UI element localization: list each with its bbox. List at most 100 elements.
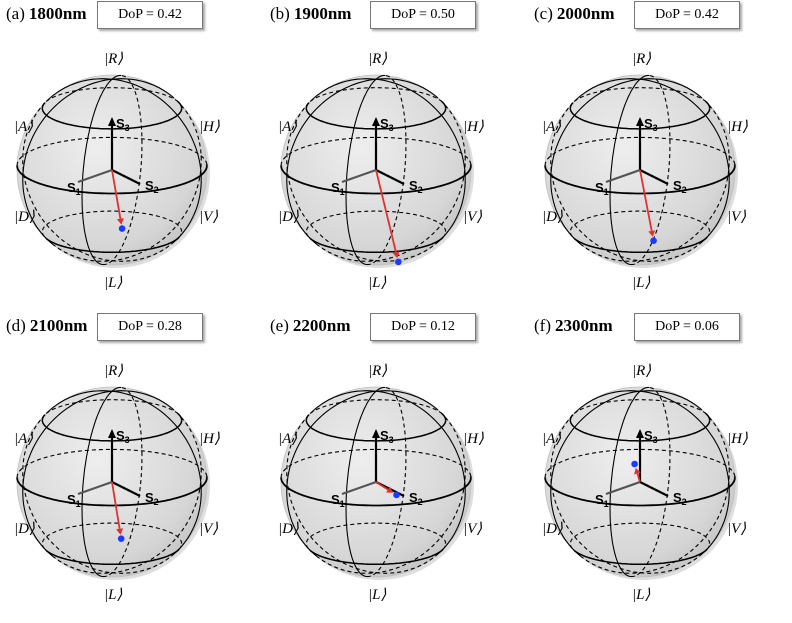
latitude-circle <box>41 210 183 239</box>
stokes-vector <box>375 169 397 253</box>
polarization-point <box>118 225 126 232</box>
sphere-grid-lines <box>16 386 208 578</box>
s2-label-subscript: 2 <box>154 497 159 507</box>
latitude-circle <box>305 102 447 130</box>
latitude-circle <box>705 101 711 109</box>
sphere-grid-lines <box>544 386 736 578</box>
s1-axis <box>341 480 377 496</box>
state-label-L: |L⟩ <box>104 275 122 291</box>
meridian-circle <box>102 143 143 266</box>
latitude-circle <box>309 236 444 254</box>
meridian-circle <box>630 143 671 266</box>
latitude-circle <box>41 102 183 130</box>
panel-1800nm: (a) 1800nm DoP = 0.42 S3 S2 S1 |R⟩ |L⟩ |H⟩ |V⟩ |A⟩… <box>0 0 264 311</box>
wavelength-label: 2100nm <box>29 316 88 335</box>
latitude-circle <box>308 87 443 104</box>
meridian-circle <box>435 95 466 161</box>
state-label-V: |V⟩ <box>463 209 482 225</box>
meridian-circle <box>437 491 466 555</box>
s1-axis <box>77 168 113 184</box>
panel-title: (e) 2200nm <box>270 316 351 336</box>
panel-letter: (f) <box>534 316 551 335</box>
s3-arrowhead <box>108 117 116 126</box>
latitude-circle <box>544 165 736 195</box>
meridian-circle <box>81 386 122 578</box>
latitude-circle <box>44 87 179 104</box>
s3-label-subscript: 3 <box>389 435 394 445</box>
meridian-circle <box>171 95 202 161</box>
meridian-circle <box>345 74 386 266</box>
meridian-circle <box>345 386 386 578</box>
state-label-A: |A⟩ <box>14 431 33 447</box>
meridian-circle <box>630 455 671 578</box>
latitude-circle <box>16 165 208 195</box>
s1-axis <box>605 480 641 496</box>
panel-letter: (c) <box>534 4 553 23</box>
dop-box: DoP = 0.06 <box>634 313 740 341</box>
state-label-D: |D⟩ <box>542 209 563 225</box>
s2-axis <box>111 481 141 497</box>
latitude-circle <box>41 522 183 551</box>
state-label-L: |L⟩ <box>632 275 650 291</box>
meridian-circle <box>173 491 202 555</box>
state-label-A: |A⟩ <box>278 119 297 135</box>
meridian-circle <box>286 78 437 245</box>
s3-arrowhead <box>108 429 116 438</box>
stokes-vector <box>111 169 122 219</box>
s2-label-subscript: 2 <box>682 185 687 195</box>
state-label-V: |V⟩ <box>727 521 746 537</box>
stokes-vector <box>636 473 641 483</box>
s1-label-subscript: 1 <box>604 187 609 197</box>
meridian-circle <box>22 390 173 557</box>
state-label-L: |L⟩ <box>632 587 650 603</box>
meridian-circle <box>550 78 701 245</box>
wavelength-label: 2300nm <box>554 316 613 335</box>
latitude-circle <box>305 210 447 239</box>
panel-2100nm: (d) 2100nm DoP = 0.28 S3 S2 S1 |R⟩ |L⟩ |H⟩ |V⟩ |A⟩… <box>0 312 264 623</box>
meridian-circle <box>22 78 173 245</box>
state-label-D: |D⟩ <box>278 521 299 537</box>
state-label-R: |R⟩ <box>632 363 651 379</box>
meridian-circle <box>313 390 466 492</box>
s1-label-subscript: 1 <box>76 187 81 197</box>
state-label-A: |A⟩ <box>542 119 561 135</box>
state-label-A: |A⟩ <box>278 431 297 447</box>
wavelength-label: 2000nm <box>556 4 615 23</box>
sphere-grid-lines <box>544 74 736 266</box>
latitude-circle <box>45 236 180 254</box>
latitude-circle <box>305 414 447 442</box>
latitude-circle <box>280 165 472 195</box>
stokes-vector-arrowhead <box>634 467 641 475</box>
latitude-circle <box>305 522 447 551</box>
wavelength-label: 1800nm <box>28 4 87 23</box>
state-label-R: |R⟩ <box>104 51 123 67</box>
s3-arrowhead <box>636 117 644 126</box>
s2-axis <box>111 169 141 185</box>
stokes-vector-arrowhead <box>116 528 124 535</box>
state-label-A: |A⟩ <box>542 431 561 447</box>
dop-box: DoP = 0.42 <box>634 1 740 29</box>
meridian-circle <box>366 455 407 578</box>
s1-axis <box>341 168 377 184</box>
dop-box: DoP = 0.42 <box>97 1 203 29</box>
stokes-vector-arrowhead <box>116 218 124 225</box>
latitude-circle <box>569 102 711 130</box>
panel-title: (a) 1800nm <box>6 4 87 24</box>
s3-arrowhead <box>372 117 380 126</box>
s3-arrowhead <box>372 429 380 438</box>
meridian-circle <box>550 409 703 574</box>
state-label-V: |V⟩ <box>199 209 218 225</box>
meridian-circle <box>609 74 650 266</box>
latitude-circle <box>572 399 707 416</box>
latitude-circle <box>441 101 447 109</box>
s2-label-subscript: 2 <box>154 185 159 195</box>
state-label-H: |H⟩ <box>199 119 220 135</box>
s2-axis <box>639 169 669 185</box>
sphere-grid-lines <box>280 386 472 578</box>
s3-label-subscript: 3 <box>653 435 658 445</box>
stokes-vector-arrowhead <box>392 251 400 259</box>
s1-label-subscript: 1 <box>340 187 345 197</box>
